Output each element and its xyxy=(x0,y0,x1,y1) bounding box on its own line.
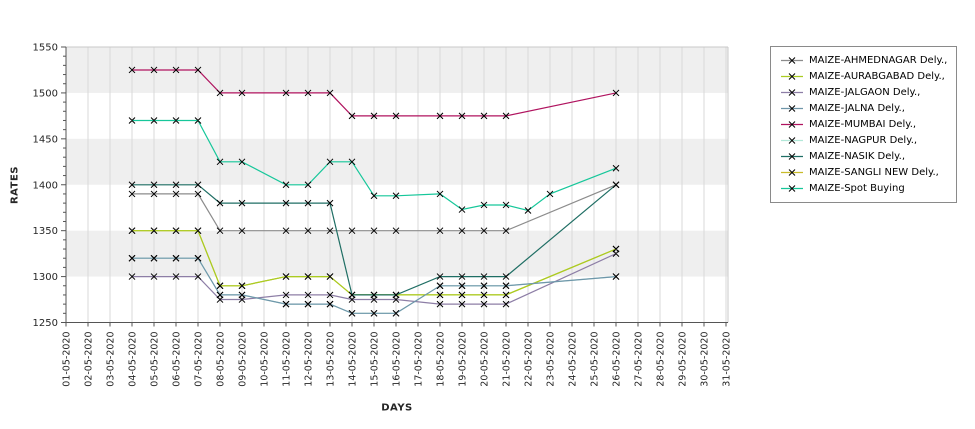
legend-item-label: MAIZE-NASIK Dely., xyxy=(809,151,906,162)
svg-text:20-05-2020: 20-05-2020 xyxy=(480,332,491,387)
svg-text:13-05-2020: 13-05-2020 xyxy=(326,332,337,387)
series-markers xyxy=(128,250,620,308)
svg-text:24-05-2020: 24-05-2020 xyxy=(568,332,579,387)
legend-item-label: MAIZE-AHMEDNAGAR Dely., xyxy=(809,55,948,66)
legend-item: MAIZE-Spot Buying xyxy=(780,183,947,194)
legend-item-label: MAIZE-AURABGABAD Dely., xyxy=(809,71,945,82)
series-markers xyxy=(128,254,620,317)
legend-marker-icon xyxy=(781,137,803,144)
legend-marker-icon xyxy=(781,89,803,96)
legend-item: MAIZE-AHMEDNAGAR Dely., xyxy=(780,55,947,66)
svg-text:04-05-2020: 04-05-2020 xyxy=(128,332,139,387)
svg-text:1400: 1400 xyxy=(33,180,58,191)
legend-marker-icon xyxy=(781,153,803,160)
legend-item: MAIZE-SANGLI NEW Dely., xyxy=(780,167,947,178)
svg-text:06-05-2020: 06-05-2020 xyxy=(172,332,183,387)
svg-text:11-05-2020: 11-05-2020 xyxy=(282,332,293,387)
legend-item-label: MAIZE-NAGPUR Dely., xyxy=(809,135,918,146)
svg-text:05-05-2020: 05-05-2020 xyxy=(150,332,161,387)
svg-text:22-05-2020: 22-05-2020 xyxy=(524,332,535,387)
svg-text:16-05-2020: 16-05-2020 xyxy=(392,332,403,387)
legend-marker-icon xyxy=(781,73,803,80)
legend-item-label: MAIZE-JALNA Dely., xyxy=(809,103,905,114)
series-markers xyxy=(128,181,620,299)
svg-text:15-05-2020: 15-05-2020 xyxy=(370,332,381,387)
legend-marker-icon xyxy=(781,185,803,192)
x-axis-ticks: 01-05-2020 02-05-2020 03-05-2020 04-05-2020… xyxy=(62,322,733,387)
svg-text:1250: 1250 xyxy=(33,318,58,329)
svg-text:28-05-2020: 28-05-2020 xyxy=(656,332,667,387)
svg-text:03-05-2020: 03-05-2020 xyxy=(106,332,117,387)
svg-text:27-05-2020: 27-05-2020 xyxy=(634,332,645,387)
series-lines xyxy=(128,66,620,317)
legend: MAIZE-AHMEDNAGAR Dely., MAIZE-AURABGABAD … xyxy=(770,46,958,203)
plot-bands xyxy=(66,47,728,277)
svg-text:1500: 1500 xyxy=(33,88,58,99)
svg-text:14-05-2020: 14-05-2020 xyxy=(348,332,359,387)
svg-text:10-05-2020: 10-05-2020 xyxy=(260,332,271,387)
x-axis-label: DAYS xyxy=(381,402,413,414)
legend-marker-icon xyxy=(781,57,803,64)
series-markers xyxy=(128,181,620,235)
legend-item: MAIZE-NASIK Dely., xyxy=(780,151,947,162)
legend-marker-icon xyxy=(781,169,803,176)
svg-text:02-05-2020: 02-05-2020 xyxy=(84,332,95,387)
svg-text:09-05-2020: 09-05-2020 xyxy=(238,332,249,387)
svg-text:19-05-2020: 19-05-2020 xyxy=(458,332,469,387)
svg-text:30-05-2020: 30-05-2020 xyxy=(700,332,711,387)
svg-text:18-05-2020: 18-05-2020 xyxy=(436,332,447,387)
legend-item-label: MAIZE-SANGLI NEW Dely., xyxy=(809,167,939,178)
legend-item: MAIZE-MUMBAI Dely., xyxy=(780,119,947,130)
legend-item-label: MAIZE-MUMBAI Dely., xyxy=(809,119,917,130)
svg-text:21-05-2020: 21-05-2020 xyxy=(502,332,513,387)
series-markers xyxy=(128,66,620,120)
svg-text:1450: 1450 xyxy=(33,134,58,145)
legend-item: MAIZE-AURABGABAD Dely., xyxy=(780,71,947,82)
svg-text:26-05-2020: 26-05-2020 xyxy=(612,332,623,387)
svg-text:01-05-2020: 01-05-2020 xyxy=(62,332,73,387)
legend-marker-icon xyxy=(781,105,803,112)
y-axis-label: RATES xyxy=(9,165,21,205)
legend-item: MAIZE-NAGPUR Dely., xyxy=(780,135,947,146)
svg-text:31-05-2020: 31-05-2020 xyxy=(722,332,733,387)
svg-text:29-05-2020: 29-05-2020 xyxy=(678,332,689,387)
svg-text:08-05-2020: 08-05-2020 xyxy=(216,332,227,387)
legend-item-label: MAIZE-Spot Buying xyxy=(809,183,905,194)
legend-marker-icon xyxy=(781,121,803,128)
legend-item: MAIZE-JALGAON Dely., xyxy=(780,87,947,98)
svg-text:25-05-2020: 25-05-2020 xyxy=(590,332,601,387)
svg-text:12-05-2020: 12-05-2020 xyxy=(304,332,315,387)
legend-item: MAIZE-JALNA Dely., xyxy=(780,103,947,114)
y-axis-ticks: 1250 1300 1350 1400 1450 1500 1550 xyxy=(33,43,66,329)
svg-text:17-05-2020: 17-05-2020 xyxy=(414,332,425,387)
svg-text:1300: 1300 xyxy=(33,272,58,283)
svg-text:07-05-2020: 07-05-2020 xyxy=(194,332,205,387)
svg-text:1350: 1350 xyxy=(33,226,58,237)
svg-text:23-05-2020: 23-05-2020 xyxy=(546,332,557,387)
series-markers xyxy=(128,117,620,214)
legend-item-label: MAIZE-JALGAON Dely., xyxy=(809,87,921,98)
svg-text:1550: 1550 xyxy=(33,43,58,54)
